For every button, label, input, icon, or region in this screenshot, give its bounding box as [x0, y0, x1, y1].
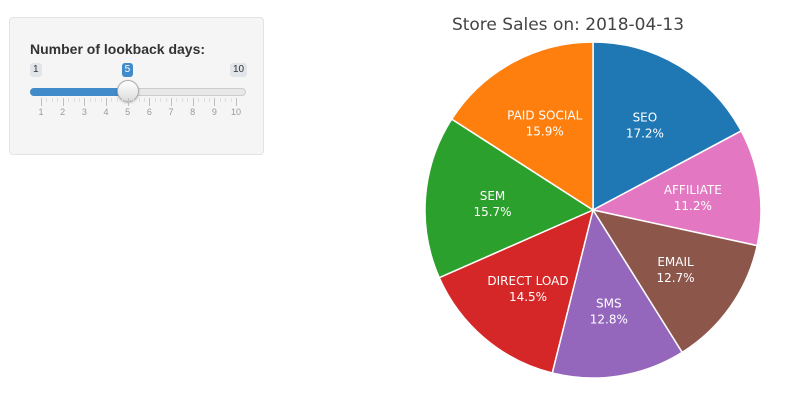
slider-minor-tick [78, 98, 80, 102]
slider-minor-tick [203, 98, 205, 102]
slider-minor-tick [208, 98, 210, 102]
slider-tick-label: 5 [125, 107, 131, 117]
slider-minor-tick [181, 98, 183, 102]
slider-value-label: 5 [121, 63, 134, 77]
slider-tick-label: 1 [38, 107, 44, 117]
slider-major-tick [149, 98, 151, 106]
slider-minor-tick [165, 98, 167, 102]
pie-slice-name-label: DIRECT LOAD [487, 274, 568, 288]
slider-major-tick [192, 98, 194, 106]
pie-slice-percent-label: 12.7% [656, 271, 694, 285]
pie-slice-percent-label: 15.7% [473, 205, 511, 219]
lookback-days-label: Number of lookback days: [30, 41, 206, 57]
pie-slice-percent-label: 11.2% [674, 199, 712, 213]
slider-major-tick [171, 98, 172, 106]
slider-tick-label: 6 [146, 107, 152, 117]
slider-minor-tick [154, 98, 156, 102]
pie-slices [424, 41, 762, 379]
pie-slice-name-label: SEM [480, 189, 506, 203]
slider-tick-label: 8 [190, 107, 196, 117]
pie-slice-name-label: AFFILIATE [664, 183, 722, 197]
slider-tick-label: 3 [81, 107, 87, 117]
pie-slice-sms[interactable] [551, 208, 684, 379]
slider-tick-label: 4 [103, 107, 109, 117]
pie-slice-seo[interactable] [592, 41, 743, 212]
slider-tick-label: 9 [211, 107, 217, 117]
pie-slice-name-label: SEO [633, 111, 658, 125]
slider-minor-tick [219, 98, 221, 102]
pie-slice-percent-label: 14.5% [509, 290, 547, 304]
slider-major-tick [84, 98, 86, 106]
pie-slice-affiliate[interactable] [590, 129, 762, 247]
pie-slice-percent-label: 15.9% [526, 125, 564, 139]
slider-major-tick [127, 98, 129, 106]
slider-minor-tick [187, 98, 189, 102]
slider-minor-tick [73, 98, 75, 102]
slider-minor-tick [122, 98, 124, 102]
slider-minor-tick [116, 98, 118, 102]
slider-minor-tick [160, 98, 162, 102]
slider-major-tick [236, 98, 237, 106]
pie-slice-name-label: PAID SOCIAL [507, 109, 582, 123]
slider-minor-tick [100, 98, 102, 102]
slider-minor-tick [230, 98, 232, 102]
slider-minor-tick [111, 98, 113, 102]
slider-tick-label: 10 [230, 107, 242, 117]
slider-major-tick [62, 98, 64, 106]
slider-grid: 1 2 3 4 5 6 7 8 9 10 [10, 98, 265, 128]
pie-slice-direct-load[interactable] [438, 208, 595, 374]
slider-minor-tick [95, 98, 97, 102]
slider-minor-tick [89, 98, 91, 102]
slider-tick-label: 2 [60, 107, 66, 117]
slider-minor-tick [138, 98, 140, 102]
slider-fill-bar [30, 88, 128, 96]
pie-slice-name-label: SMS [596, 297, 622, 311]
pie-slice-percent-label: 12.8% [590, 313, 628, 327]
slider-minor-tick [198, 98, 200, 102]
slider-minor-tick [51, 98, 53, 102]
sidebar-panel: Number of lookback days: 1 10 5 1 2 3 4 5 6 7 8… [9, 17, 264, 155]
slider-min-label: 1 [30, 63, 42, 77]
slider-minor-tick [133, 98, 135, 102]
slider-max-label: 10 [230, 63, 248, 77]
slider-minor-tick [57, 98, 59, 102]
chart-title: Store Sales on: 2018-04-13 [452, 15, 684, 35]
slider-major-tick [41, 98, 42, 106]
slider-minor-tick [176, 98, 178, 102]
pie-labels: SEO 17.2% AFFILIATE 11.2% EMAIL 12.7% SMS 12.8%… [473, 109, 721, 327]
pie-slice-percent-label: 17.2% [626, 127, 664, 141]
slider-tick-label: 7 [168, 107, 174, 117]
pie-slice-paid-social[interactable] [450, 41, 594, 212]
slider-major-tick [106, 98, 107, 106]
pie-slice-sem[interactable] [424, 118, 595, 279]
slider-major-tick [214, 98, 216, 106]
slider-minor-tick [143, 98, 145, 102]
slider-minor-tick [46, 98, 48, 102]
pie-slice-name-label: EMAIL [657, 255, 694, 269]
slider-minor-tick [68, 98, 70, 102]
slider-minor-tick [225, 98, 227, 102]
pie-slice-email[interactable] [591, 208, 759, 354]
